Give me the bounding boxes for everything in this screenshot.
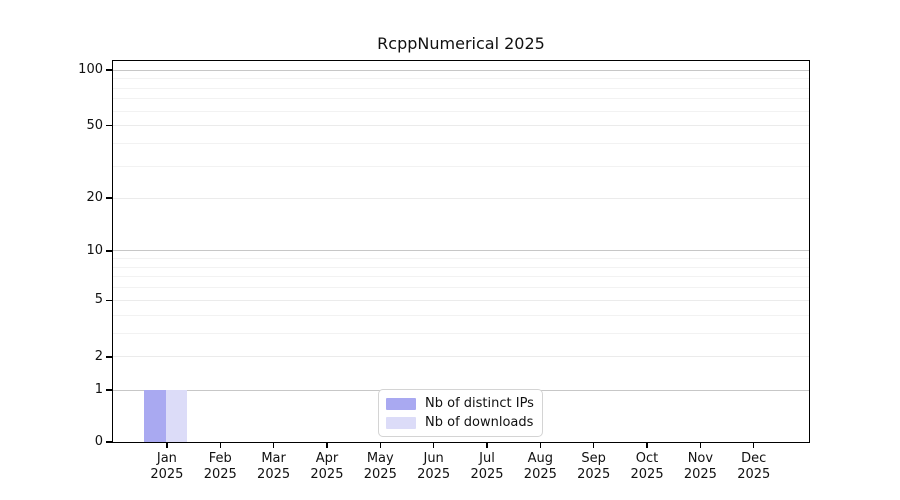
gridline-minor-7 <box>113 276 809 278</box>
legend: Nb of distinct IPs Nb of downloads <box>378 389 543 437</box>
y-tick-50 <box>106 125 112 127</box>
x-tick-jan <box>166 443 168 448</box>
gridline-minor-3 <box>113 332 809 334</box>
x-tick-jun <box>432 443 435 448</box>
x-tick-label-may: May 2025 <box>363 451 397 482</box>
x-tick-label-apr: Apr 2025 <box>310 451 344 482</box>
gridline-minor-30 <box>113 165 809 167</box>
x-tick-label-jun: Jun 2025 <box>417 451 451 482</box>
gridline-20 <box>113 197 809 199</box>
y-tick-label-20: 20 <box>86 190 103 206</box>
x-tick-dec <box>753 443 755 448</box>
x-tick-sep <box>593 443 595 448</box>
distinct-ips-swatch-icon <box>386 398 416 411</box>
y-tick-label-5: 5 <box>94 292 103 308</box>
legend-label: Nb of distinct IPs <box>425 396 534 412</box>
y-tick-label-2: 2 <box>94 348 103 364</box>
downloads-swatch-icon <box>386 416 416 429</box>
y-tick-label-50: 50 <box>86 117 103 133</box>
gridline-minor-6 <box>113 287 809 289</box>
y-tick-10 <box>106 250 112 252</box>
gridline-100 <box>113 69 809 71</box>
x-tick-may <box>379 443 381 448</box>
y-tick-label-100: 100 <box>78 62 103 77</box>
y-tick-5 <box>106 299 112 302</box>
x-tick-oct <box>646 443 648 448</box>
x-tick-feb <box>219 443 221 448</box>
gridline-minor-60 <box>113 110 809 112</box>
x-tick-apr <box>326 443 328 448</box>
y-tick-20 <box>106 197 112 199</box>
gridline-minor-80 <box>113 87 809 89</box>
x-tick-label-jul: Jul 2025 <box>470 451 504 482</box>
y-tick-1 <box>106 389 112 391</box>
x-tick-label-dec: Dec 2025 <box>737 451 771 482</box>
legend-item-distinct-ips: Nb of distinct IPs <box>379 395 542 414</box>
legend-label: Nb of downloads <box>425 414 534 430</box>
gridline-2 <box>113 356 809 358</box>
gridline-5 <box>113 299 809 301</box>
legend-item-downloads: Nb of downloads <box>379 414 542 433</box>
gridline-minor-8 <box>113 266 809 268</box>
x-tick-jul <box>486 443 488 448</box>
bar-nb-of-distinct-ips-jan <box>143 390 166 442</box>
y-tick-0 <box>106 441 112 443</box>
x-tick-aug <box>539 443 542 448</box>
x-tick-label-jan: Jan 2025 <box>150 451 184 482</box>
y-tick-label-1: 1 <box>94 382 103 398</box>
gridline-50 <box>113 125 809 127</box>
gridline-minor-90 <box>113 78 809 79</box>
x-tick-label-feb: Feb 2025 <box>203 451 237 482</box>
y-tick-label-0: 0 <box>94 434 103 449</box>
x-tick-label-nov: Nov 2025 <box>683 451 717 482</box>
y-tick-label-10: 10 <box>86 242 103 258</box>
x-tick-mar <box>272 443 275 448</box>
gridline-minor-40 <box>113 143 809 145</box>
gridline-minor-4 <box>113 314 809 316</box>
chart-title: RcppNumerical 2025 <box>377 34 545 53</box>
gridline-10 <box>113 250 809 252</box>
gridline-minor-9 <box>113 258 809 260</box>
x-tick-label-sep: Sep 2025 <box>577 451 611 482</box>
x-tick-nov <box>699 443 702 448</box>
y-tick-100 <box>106 69 112 71</box>
y-tick-2 <box>106 356 112 358</box>
x-tick-label-oct: Oct 2025 <box>630 451 664 482</box>
x-tick-label-mar: Mar 2025 <box>257 451 291 482</box>
bar-nb-of-downloads-jan <box>165 390 187 442</box>
plot-frame <box>112 60 810 443</box>
x-tick-label-aug: Aug 2025 <box>523 451 557 482</box>
gridline-minor-70 <box>113 98 809 100</box>
